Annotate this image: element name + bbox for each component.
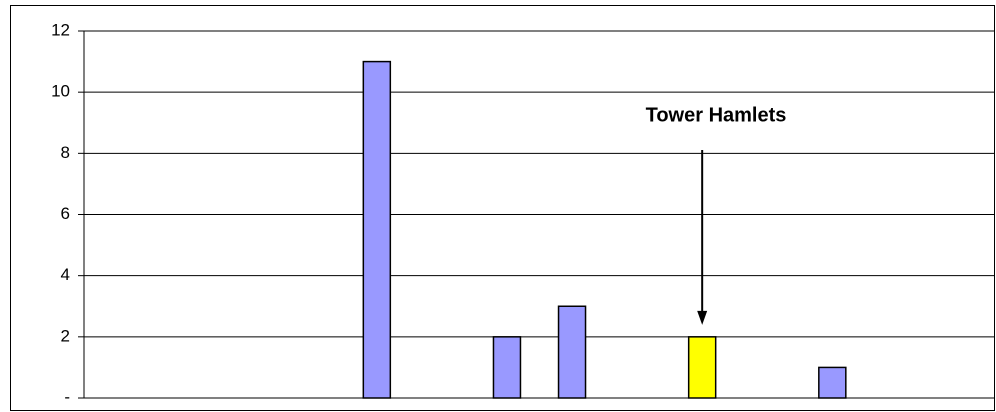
bar — [818, 366, 847, 399]
bar — [687, 336, 717, 399]
annotation-arrowhead — [697, 310, 708, 325]
y-tick-label: 10 — [51, 82, 70, 101]
y-tick-label: 12 — [51, 20, 70, 39]
y-tick-label: 4 — [61, 265, 70, 284]
y-tick-label: 6 — [61, 204, 70, 223]
y-tick-label: 8 — [61, 143, 70, 162]
bar — [362, 60, 392, 399]
bar — [492, 336, 522, 399]
y-tick-label: - — [64, 387, 70, 406]
y-tick-label: 2 — [61, 326, 70, 345]
bar — [557, 305, 587, 399]
annotation: Tower Hamlets — [646, 104, 787, 126]
